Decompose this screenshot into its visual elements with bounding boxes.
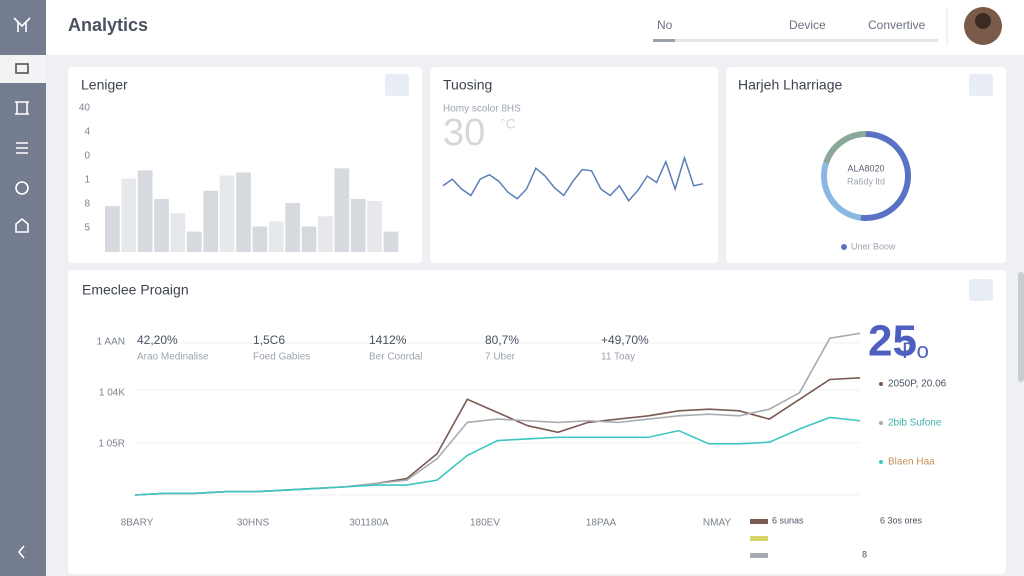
big-unit: °C xyxy=(500,116,516,132)
legend-label: 6 sunas xyxy=(772,515,804,525)
donut-segment xyxy=(821,162,862,221)
bar xyxy=(285,203,301,252)
bar xyxy=(350,198,366,252)
card-button[interactable] xyxy=(969,279,993,301)
bar xyxy=(137,170,153,252)
stat-label: Ber Coordal xyxy=(369,352,422,363)
bar xyxy=(186,231,202,252)
y-tick-label: 40 xyxy=(79,103,91,114)
big-value: 30 xyxy=(443,112,485,154)
stat-label: Arao Medinalise xyxy=(137,352,209,363)
tab[interactable]: No xyxy=(657,18,673,32)
legend-label: 2bib Sufone xyxy=(888,418,942,429)
donut-segment xyxy=(823,131,867,165)
x-tick-label: 18PAA xyxy=(586,518,617,529)
nav-icon[interactable] xyxy=(15,63,29,74)
card-title: Tuosing xyxy=(443,77,492,93)
stat-value: +49,70% xyxy=(601,333,649,347)
logo xyxy=(13,17,31,32)
x-tick-label: 30HNS xyxy=(237,518,270,529)
bar xyxy=(367,201,382,252)
x-tick-label: 8BARY xyxy=(121,518,154,529)
stat-label: 7 Uber xyxy=(485,352,516,363)
bar xyxy=(170,213,186,252)
card-title: Harjeh Lharriage xyxy=(738,77,842,93)
big-value: 25 xyxy=(868,317,917,366)
legend-swatch xyxy=(750,553,768,558)
y-tick-label: 1 xyxy=(84,175,90,186)
nav-icon[interactable] xyxy=(16,142,28,154)
card-title: Emeclee Proaign xyxy=(82,282,189,298)
legend-swatch xyxy=(750,519,768,524)
x-tick-label: 180EV xyxy=(470,518,500,529)
bar xyxy=(121,178,137,252)
bar xyxy=(301,226,317,252)
y-tick-label: 4 xyxy=(84,127,90,138)
legend-label: 6 3os ores xyxy=(880,515,923,525)
tab[interactable]: Device xyxy=(789,18,826,32)
collapse[interactable] xyxy=(17,545,25,559)
donut-segment xyxy=(860,131,911,221)
sidebar xyxy=(0,0,46,576)
y-tick-label: 5 xyxy=(84,223,90,234)
card-title: Leniger xyxy=(81,77,128,93)
header xyxy=(46,0,1024,55)
header-title: Analytics xyxy=(68,15,148,35)
bar xyxy=(219,175,235,252)
scrollbar[interactable] xyxy=(1018,272,1024,382)
card-subtitle: Homy scolor 8HS xyxy=(443,104,521,115)
tab-track xyxy=(653,39,938,42)
legend-label: Uner Boow xyxy=(851,241,896,251)
card xyxy=(430,67,718,263)
stat-label: Foed Gabies xyxy=(253,352,310,363)
stat-value: 42,20% xyxy=(137,333,178,347)
series-line xyxy=(134,416,861,496)
line xyxy=(442,155,704,202)
legend-dot xyxy=(841,244,847,250)
avatar-face xyxy=(975,13,991,29)
legend-label: 8 xyxy=(862,549,867,559)
bar xyxy=(334,168,350,252)
stat-value: 80,7% xyxy=(485,333,519,347)
stat-value: 1412% xyxy=(369,333,407,347)
y-tick-label: 1 04K xyxy=(99,388,125,399)
legend-label: Blaen Haa xyxy=(888,457,935,468)
nav-icon[interactable] xyxy=(15,217,29,233)
y-tick-label: 0 xyxy=(84,151,90,162)
donut-label: Ra6dy ltd xyxy=(847,176,885,186)
sidebar-active[interactable] xyxy=(0,55,46,83)
donut-value: ALA8020 xyxy=(847,163,884,173)
bar xyxy=(154,198,169,252)
card xyxy=(726,67,1006,263)
card-button[interactable] xyxy=(969,74,993,96)
legend-label: 2050P, 20.06 xyxy=(888,379,947,390)
tab-indicator xyxy=(653,39,675,42)
legend-dot xyxy=(879,421,883,425)
sidebar-icons xyxy=(13,17,31,559)
nav-icon[interactable] xyxy=(15,181,29,195)
x-tick-label: NMAY xyxy=(703,518,731,529)
legend-dot xyxy=(879,382,883,386)
bar xyxy=(105,206,120,252)
stat-value: 1,5C6 xyxy=(253,333,285,347)
tab[interactable]: Convertive xyxy=(868,18,926,32)
y-tick-label: 8 xyxy=(84,199,90,210)
legend-swatch xyxy=(750,536,768,541)
stat-label: 11 Toay xyxy=(601,352,635,363)
card-button[interactable] xyxy=(385,74,409,96)
legend-dot xyxy=(879,460,883,464)
y-tick-label: 1 05R xyxy=(98,439,125,450)
nav-icon[interactable] xyxy=(15,101,29,115)
bar xyxy=(203,190,219,252)
bar xyxy=(236,172,251,252)
x-tick-label: 301180A xyxy=(349,518,389,529)
bar xyxy=(318,216,333,252)
bar xyxy=(383,231,399,252)
bar xyxy=(268,221,284,252)
bar xyxy=(252,226,268,252)
big-suffix: Po xyxy=(902,338,929,363)
y-tick-label: 1 AAN xyxy=(97,337,125,348)
